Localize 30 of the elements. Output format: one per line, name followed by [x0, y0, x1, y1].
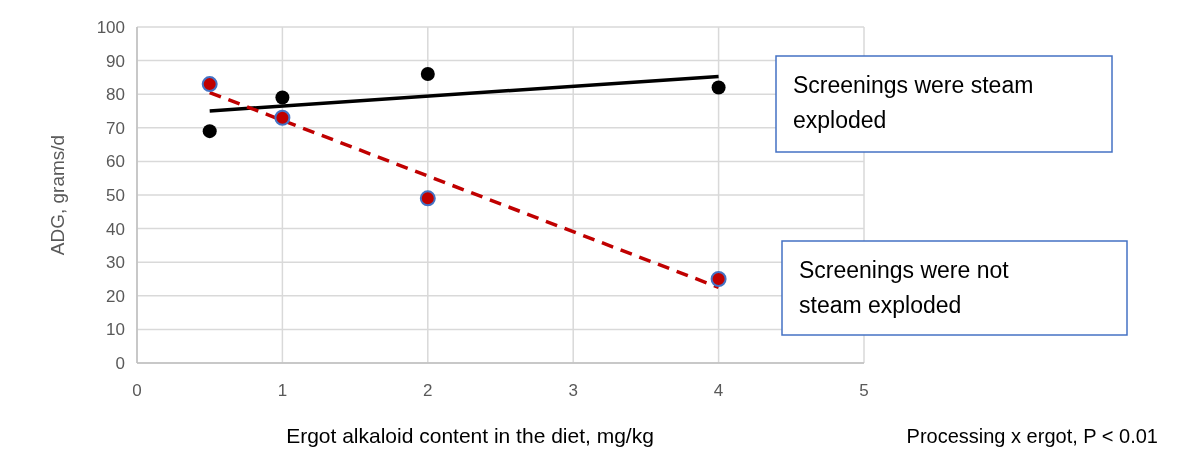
point [201, 76, 218, 93]
point [275, 90, 290, 105]
y-tick-label: 100 [96, 17, 125, 37]
y-tick-label: 80 [106, 85, 125, 105]
y-tick-label: 40 [106, 219, 125, 239]
point [710, 271, 727, 287]
x-tick-label: 2 [423, 381, 433, 400]
y-tick-label: 60 [106, 152, 125, 172]
x-tick-label: 0 [132, 381, 142, 400]
point [419, 190, 436, 207]
point [274, 109, 291, 126]
annotation: Screenings were steam exploded [793, 72, 1034, 133]
point [711, 80, 726, 95]
y-axis-title: ADG, grams/d [47, 134, 68, 256]
x-tick-label: 4 [713, 381, 724, 400]
x-axis-title: Ergot alkaloid content in the diet, mg/kg [286, 424, 654, 447]
point [202, 124, 217, 139]
y-tick-label: 10 [106, 320, 125, 340]
y-tick-label: 20 [106, 286, 125, 306]
point [420, 67, 435, 82]
y-tick-label: 50 [106, 185, 125, 205]
y-tick-label: 70 [106, 118, 125, 138]
annotation: Screenings were not steam exploded [799, 257, 1010, 318]
y-tick-label: 0 [115, 353, 125, 373]
y-tick-label: 30 [106, 253, 125, 273]
text: Processing x ergot, P < 0.01 [906, 425, 1158, 447]
y-tick-label: 90 [106, 51, 125, 71]
x-tick-label: 1 [277, 381, 288, 400]
x-tick-label: 3 [568, 381, 578, 400]
x-tick-label: 5 [859, 381, 869, 400]
